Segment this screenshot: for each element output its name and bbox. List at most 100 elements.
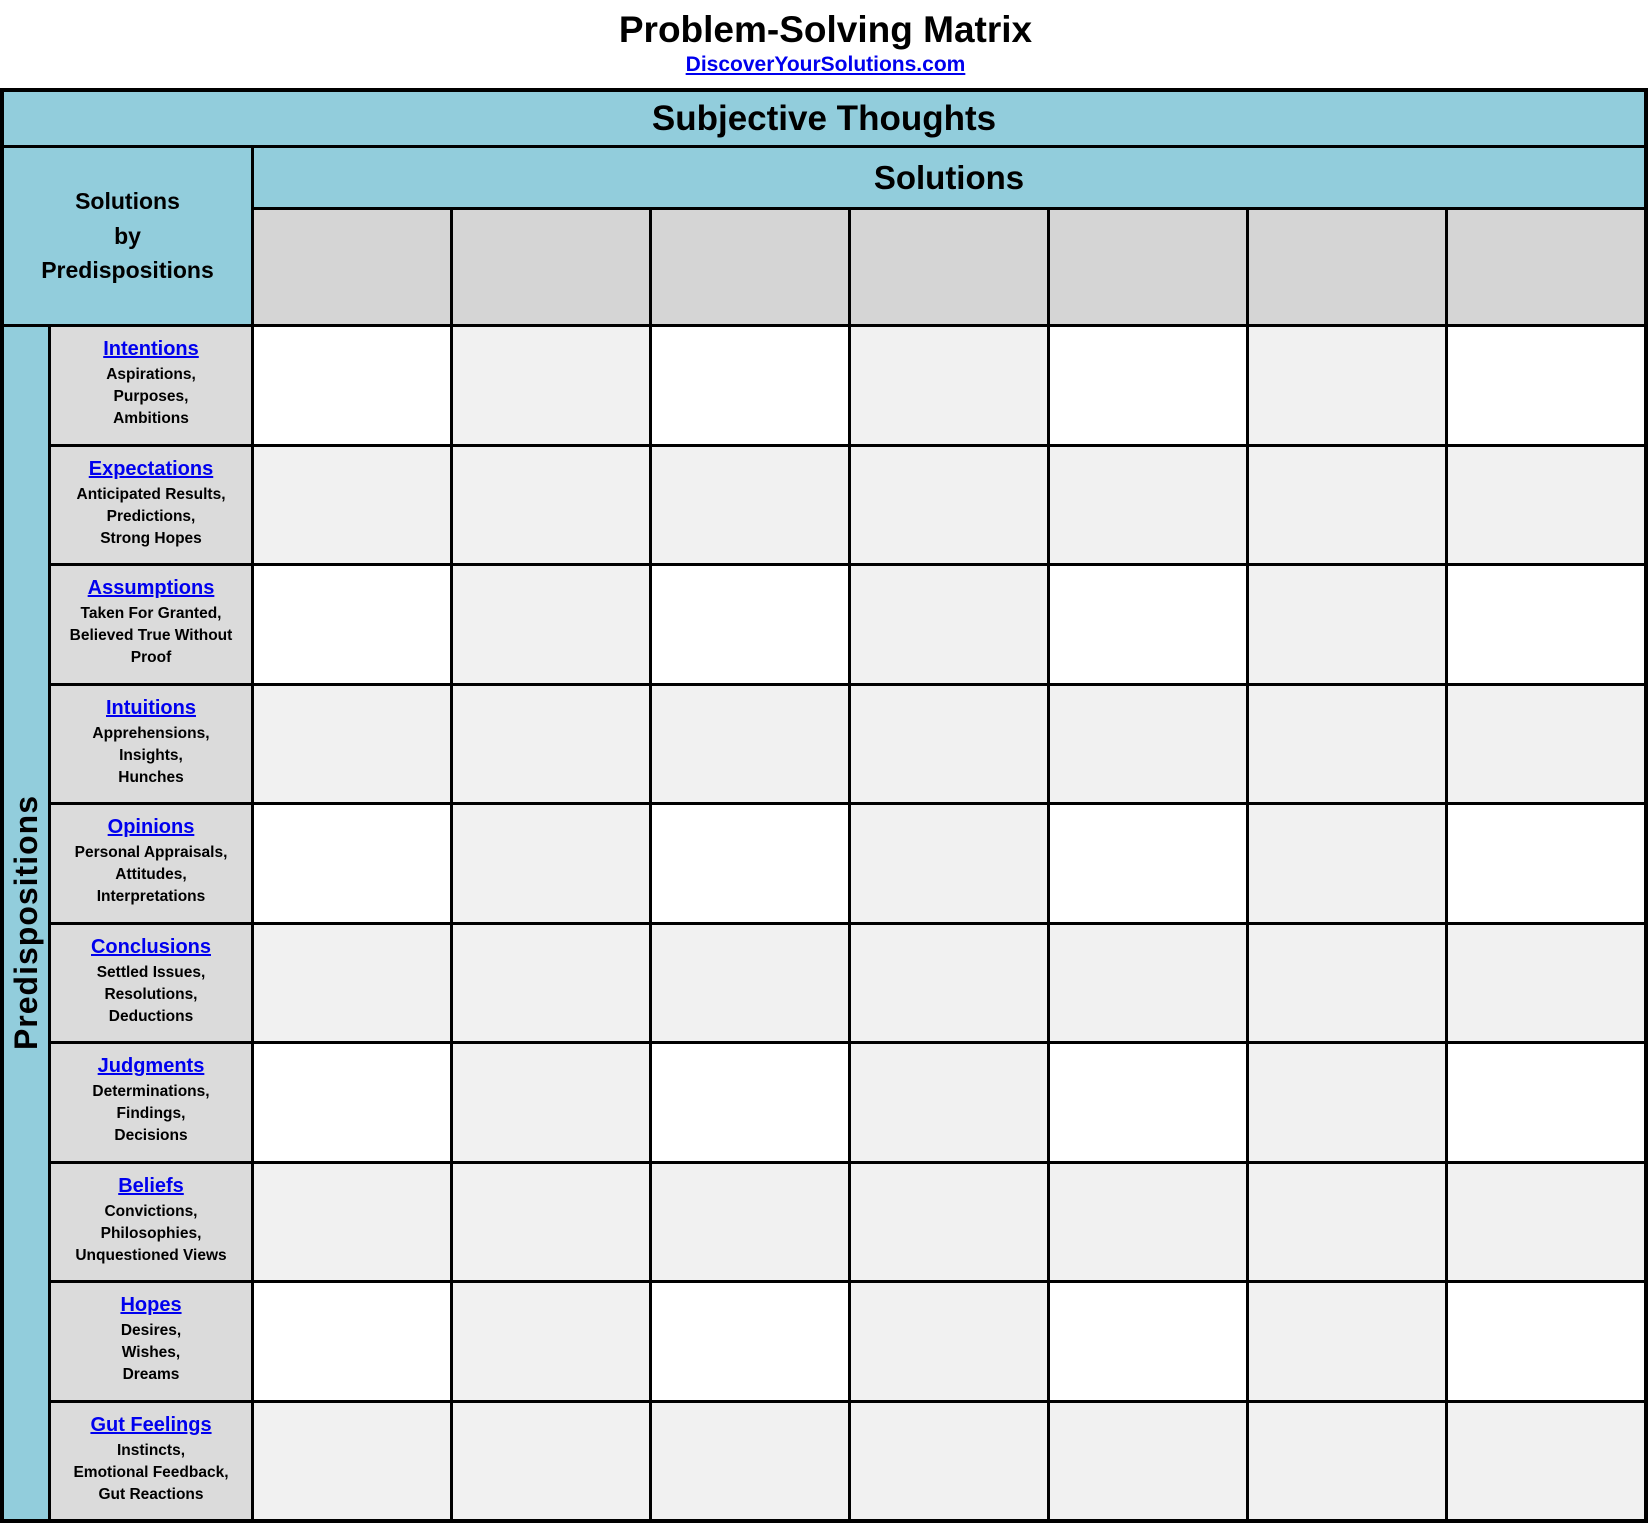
matrix-cell [1050, 446, 1246, 563]
row-description: Aspirations, Purposes, Ambitions [106, 366, 196, 427]
opinions-link[interactable]: Opinions [107, 816, 195, 838]
row-description: Apprehensions, Insights, Hunches [92, 724, 210, 786]
column-header-cell [254, 210, 450, 324]
row-header-intuitions: Intuitions Apprehensions, Insights, Hunc… [51, 685, 251, 802]
row-description: Anticipated Results, Predictions, Strong… [76, 485, 226, 547]
matrix-cell [851, 685, 1047, 802]
matrix-cell [1448, 446, 1644, 563]
column-header-cell [851, 210, 1047, 324]
matrix-cell [1249, 1163, 1445, 1280]
matrix-cell [1249, 327, 1445, 444]
matrix-cell [1448, 1402, 1644, 1519]
matrix-cell [254, 924, 450, 1041]
matrix-cell [652, 1402, 848, 1519]
matrix-cell [652, 1163, 848, 1280]
matrix-cell [453, 1402, 649, 1519]
matrix-cell [851, 924, 1047, 1041]
problem-solving-matrix: Subjective Thoughts Solutions by Predisp… [0, 88, 1648, 1523]
matrix-cell [1050, 566, 1246, 683]
column-header-cell [1249, 210, 1445, 324]
column-header-cell [453, 210, 649, 324]
matrix-cell [1050, 1044, 1246, 1161]
row-header-assumptions: Assumptions Taken For Granted, Believed … [51, 566, 251, 683]
matrix-cell [652, 446, 848, 563]
matrix-cell [652, 566, 848, 683]
matrix-cell [652, 924, 848, 1041]
matrix-cell [453, 566, 649, 683]
matrix-cell [851, 566, 1047, 683]
matrix-cell [254, 1044, 450, 1161]
judgments-link[interactable]: Judgments [97, 1055, 205, 1077]
matrix-cell [453, 924, 649, 1041]
matrix-cell [1448, 805, 1644, 922]
matrix-cell [1050, 1402, 1246, 1519]
intentions-link[interactable]: Intentions [103, 338, 199, 360]
solutions-column-group-header: Solutions [254, 148, 1644, 207]
matrix-cell [1050, 1283, 1246, 1400]
matrix-cell [453, 327, 649, 444]
matrix-cell [1249, 1283, 1445, 1400]
matrix-cell [652, 805, 848, 922]
beliefs-link[interactable]: Beliefs [118, 1174, 184, 1197]
matrix-cell [1050, 685, 1246, 802]
matrix-cell [851, 446, 1047, 563]
row-header-opinions: Opinions Personal Appraisals, Attitudes,… [51, 805, 251, 922]
row-header-intentions: Intentions Aspirations, Purposes, Ambiti… [51, 327, 251, 444]
matrix-cell [1448, 1163, 1644, 1280]
matrix-cell [652, 327, 848, 444]
matrix-cell [1249, 446, 1445, 563]
masthead: Problem-Solving Matrix DiscoverYourSolut… [0, 0, 1651, 88]
matrix-cell [1249, 924, 1445, 1041]
matrix-cell [453, 685, 649, 802]
row-description: Determinations, Findings, Decisions [92, 1083, 210, 1144]
corner-header-solutions-by-predispositions: Solutions by Predispositions [4, 148, 251, 324]
matrix-cell [1448, 924, 1644, 1041]
matrix-cell [851, 1044, 1047, 1161]
matrix-cell [254, 1163, 450, 1280]
matrix-cell [652, 1044, 848, 1161]
expectations-link[interactable]: Expectations [88, 457, 214, 480]
matrix-cell [453, 1044, 649, 1161]
row-header-conclusions: Conclusions Settled Issues, Resolutions,… [51, 924, 251, 1041]
matrix-cell [1249, 805, 1445, 922]
column-header-cell [1050, 210, 1246, 324]
matrix-cell [453, 446, 649, 563]
matrix-cell [1249, 1044, 1445, 1161]
matrix-cell [254, 805, 450, 922]
matrix-cell [453, 1283, 649, 1400]
row-description: Desires, Wishes, Dreams [120, 1322, 182, 1383]
matrix-cell [1050, 1163, 1246, 1280]
matrix-cell [851, 1163, 1047, 1280]
matrix-cell [254, 446, 450, 563]
row-description: Convictions, Philosophies, Unquestioned … [75, 1202, 227, 1264]
predispositions-side-strip: Predispositions [4, 327, 48, 1519]
column-header-cell [652, 210, 848, 324]
matrix-cell [453, 805, 649, 922]
conclusions-link[interactable]: Conclusions [90, 935, 211, 958]
matrix-cell [851, 1402, 1047, 1519]
page-title: Problem-Solving Matrix [618, 9, 1033, 51]
matrix-cell [851, 1283, 1047, 1400]
matrix-cell [254, 1402, 450, 1519]
matrix-cell [1050, 327, 1246, 444]
matrix-cell [1448, 1044, 1644, 1161]
site-link[interactable]: DiscoverYourSolutions.com [685, 52, 966, 76]
row-header-beliefs: Beliefs Convictions, Philosophies, Unque… [51, 1163, 251, 1280]
predispositions-label: Predispositions [7, 795, 44, 1051]
matrix-cell [254, 566, 450, 683]
matrix-cell [1249, 1402, 1445, 1519]
row-header-gut-feelings: Gut Feelings Instincts, Emotional Feedba… [51, 1402, 251, 1519]
row-description: Settled Issues, Resolutions, Deductions [96, 963, 206, 1025]
matrix-cell [1249, 685, 1445, 802]
matrix-cell [652, 1283, 848, 1400]
row-header-hopes: Hopes Desires, Wishes, Dreams [51, 1283, 251, 1400]
matrix-cell [1249, 566, 1445, 683]
matrix-cell [453, 1163, 649, 1280]
hopes-link[interactable]: Hopes [120, 1294, 182, 1316]
matrix-cell [851, 327, 1047, 444]
intuitions-link[interactable]: Intuitions [106, 696, 196, 719]
matrix-cell [1050, 924, 1246, 1041]
gut-feelings-link[interactable]: Gut Feelings [90, 1413, 212, 1436]
assumptions-link[interactable]: Assumptions [87, 577, 215, 599]
